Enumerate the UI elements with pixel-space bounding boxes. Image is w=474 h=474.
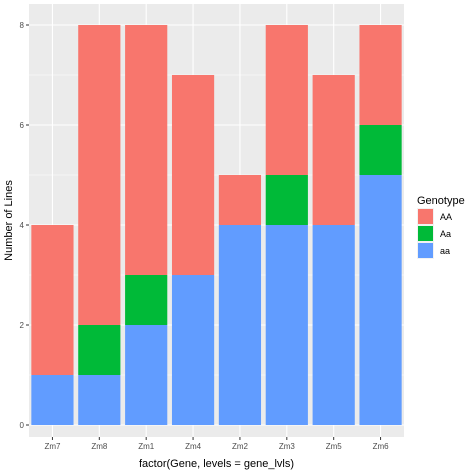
bar-Zm6-Aa [359,125,402,175]
bar-Zm4-aa [171,275,215,425]
bar-Zm7-aa [31,375,74,425]
bar-Zm8-Aa [78,325,121,375]
y-axis-title: Number of Lines [3,180,15,261]
bar-Zm7-AA [31,225,74,375]
x-axis: Zm7 Zm8 Zm1 Zm4 Zm2 Zm3 Zm5 Zm6 [44,437,389,451]
legend-title: Genotype [417,195,465,207]
x-tick-label: Zm5 [326,442,343,451]
x-tick-label: Zm3 [279,442,296,451]
legend-swatch-Aa [418,226,433,241]
bar-Zm5-AA [312,75,355,225]
legend-swatch-AA [418,209,433,224]
y-tick-label: 0 [20,421,25,430]
bar-Zm2-aa [218,225,262,425]
bar-Zm5-aa [312,225,355,425]
x-tick-label: Zm7 [44,442,61,451]
bar-Zm8-aa [78,375,121,425]
legend: Genotype AA Aa aa [417,195,465,259]
bar-Zm8-AA [78,25,121,325]
bar-Zm3-aa [265,225,308,425]
bar-Zm4-AA [171,75,215,275]
bar-Zm2-AA [218,175,262,225]
y-tick-label: 2 [20,321,25,330]
x-tick-label: Zm1 [138,442,155,451]
bar-Zm6-aa [359,175,402,425]
y-tick-label: 6 [20,121,25,130]
bar-Zm6-AA [359,25,402,125]
bars [31,25,402,425]
y-tick-label: 8 [20,21,25,30]
bar-Zm1-aa [125,325,168,425]
x-tick-label: Zm4 [185,442,202,451]
legend-label-aa: aa [440,246,450,256]
legend-label-AA: AA [440,212,452,222]
x-tick-label: Zm6 [373,442,390,451]
bar-Zm1-AA [125,25,168,275]
x-tick-label: Zm8 [91,442,108,451]
x-tick-label: Zm2 [232,442,249,451]
bar-Zm1-Aa [125,275,168,325]
y-axis: 0 2 4 6 8 [20,21,29,430]
bar-Zm3-AA [265,25,308,175]
bar-Zm3-Aa [265,175,308,225]
x-axis-title: factor(Gene, levels = gene_lvls) [139,458,294,470]
legend-swatch-aa [418,243,433,258]
legend-label-Aa: Aa [440,229,451,239]
y-tick-label: 4 [20,221,25,230]
